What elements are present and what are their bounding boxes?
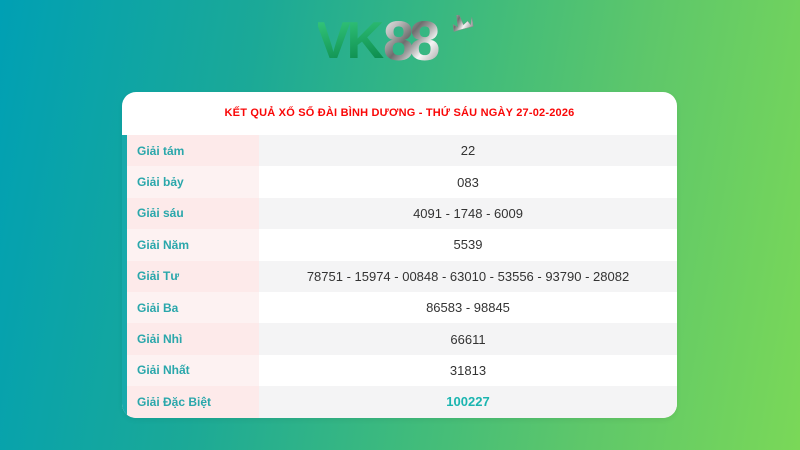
svg-text:VK: VK	[318, 15, 385, 67]
svg-text:88: 88	[383, 15, 439, 67]
